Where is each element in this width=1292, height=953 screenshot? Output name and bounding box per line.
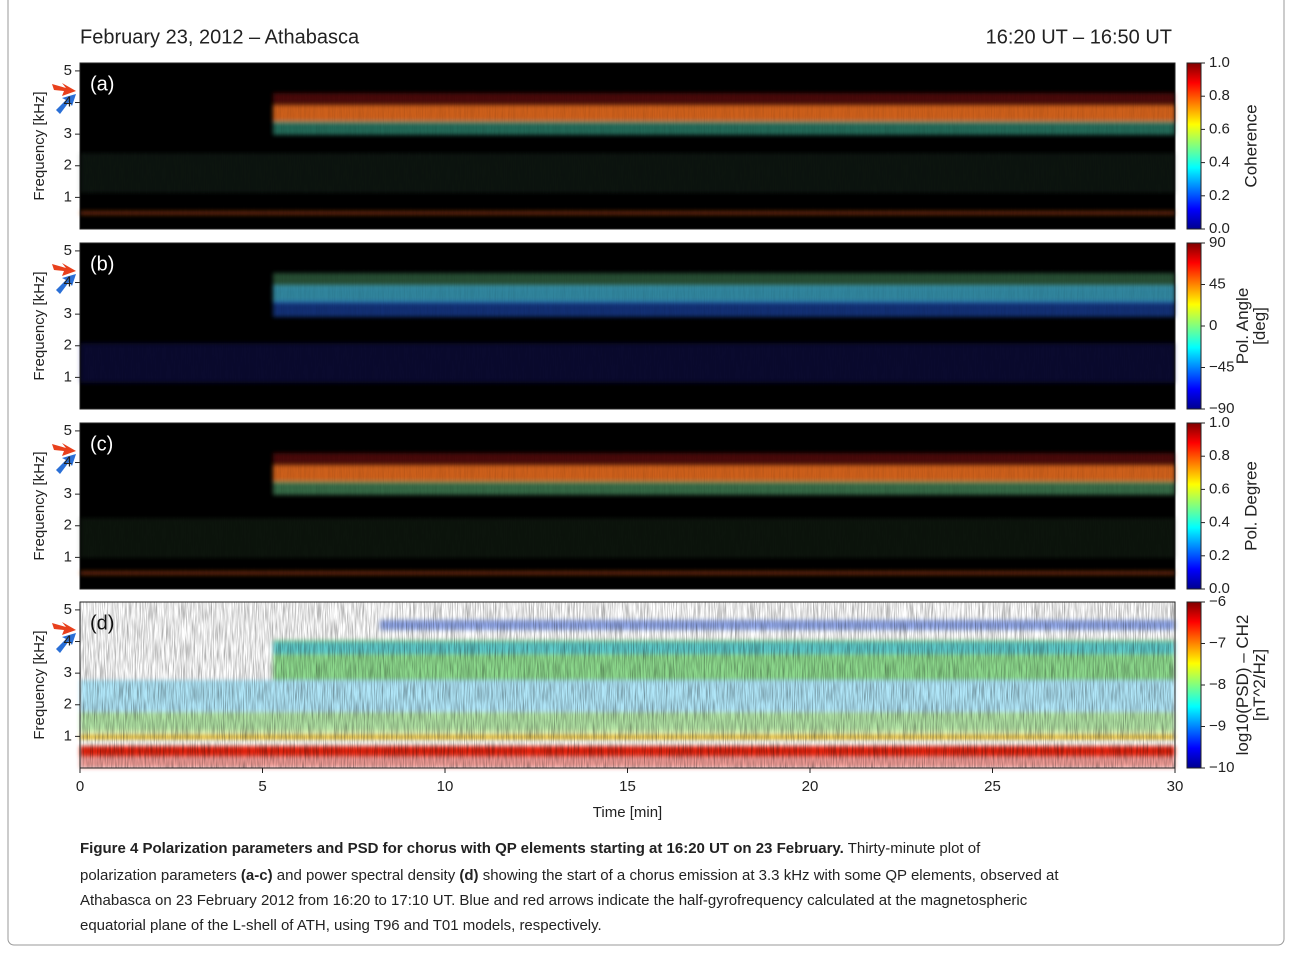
colorbar-tick-label: 0.6 bbox=[1209, 480, 1230, 497]
colorbar-tick-label: 0.4 bbox=[1209, 154, 1230, 171]
y-tick-label: 3 bbox=[64, 485, 72, 502]
x-tick-label: 25 bbox=[984, 778, 1001, 795]
colorbar-label: Coherence bbox=[1241, 104, 1260, 187]
plot-frame bbox=[79, 62, 1176, 230]
colorbar-tick-label: 45 bbox=[1209, 275, 1226, 292]
panel-b-image bbox=[80, 243, 1175, 409]
caption-line: Figure 4 Polarization parameters and PSD… bbox=[80, 840, 981, 857]
caption-line: Athabasca on 23 February 2012 from 16:20… bbox=[80, 892, 1028, 909]
plot-frame bbox=[79, 422, 1176, 590]
y-axis-label: Frequency [kHz] bbox=[31, 91, 48, 200]
caption-text: (a-c) bbox=[241, 867, 273, 884]
panel-d-image bbox=[80, 602, 1175, 768]
colorbar-tick-label: −10 bbox=[1209, 759, 1234, 776]
colorbar-tick-label: 0.4 bbox=[1209, 514, 1230, 531]
colorbar-tick-label: −8 bbox=[1209, 676, 1226, 693]
panel-label: (a) bbox=[90, 73, 114, 95]
colorbar-label: Pol. Angle bbox=[1233, 288, 1252, 365]
y-tick-label: 2 bbox=[64, 517, 72, 534]
y-tick-label: 4 bbox=[64, 273, 72, 290]
colorbar-label: [nT^2/Hz] bbox=[1250, 649, 1269, 721]
y-tick-label: 1 bbox=[64, 368, 72, 385]
y-tick-label: 3 bbox=[64, 125, 72, 142]
colorbar-label: [deg] bbox=[1250, 307, 1269, 345]
y-tick-label: 4 bbox=[64, 93, 72, 110]
colorbar-tick-label: 0.2 bbox=[1209, 547, 1230, 564]
plot-frame bbox=[79, 242, 1176, 410]
x-tick-label: 15 bbox=[619, 778, 636, 795]
x-tick-label: 5 bbox=[258, 778, 266, 795]
colorbar bbox=[1186, 242, 1202, 410]
x-tick-label: 30 bbox=[1167, 778, 1184, 795]
colorbar-tick-label: 0 bbox=[1209, 317, 1217, 334]
y-tick-label: 1 bbox=[64, 548, 72, 565]
colorbar-tick-label: 0.0 bbox=[1209, 220, 1230, 237]
panel-label: (b) bbox=[90, 253, 114, 275]
x-tick-label: 0 bbox=[76, 778, 84, 795]
y-tick-label: 2 bbox=[64, 696, 72, 713]
colorbar-tick-label: 0.8 bbox=[1209, 447, 1230, 464]
colorbar bbox=[1186, 62, 1202, 230]
colorbar bbox=[1186, 601, 1202, 769]
colorbar-tick-label: 0.0 bbox=[1209, 580, 1230, 597]
header-right: 16:20 UT – 16:50 UT bbox=[986, 26, 1172, 48]
figure-frame bbox=[7, 0, 1285, 946]
x-tick-label: 20 bbox=[802, 778, 819, 795]
colorbar-tick-label: −9 bbox=[1209, 717, 1226, 734]
y-tick-label: 1 bbox=[64, 727, 72, 744]
y-tick-label: 1 bbox=[64, 188, 72, 205]
caption-text: showing the start of a chorus emission a… bbox=[479, 867, 1060, 884]
colorbar-tick-label: −90 bbox=[1209, 400, 1234, 417]
x-tick-label: 10 bbox=[437, 778, 454, 795]
panel-label: (c) bbox=[90, 433, 113, 455]
x-axis-label: Time [min] bbox=[593, 804, 662, 821]
colorbar-tick-label: −6 bbox=[1209, 593, 1226, 610]
caption-text: (d) bbox=[459, 867, 478, 884]
y-tick-label: 3 bbox=[64, 664, 72, 681]
y-tick-label: 3 bbox=[64, 305, 72, 322]
panel-a-image bbox=[80, 63, 1175, 229]
y-tick-label: 5 bbox=[64, 422, 72, 439]
colorbar-tick-label: 1.0 bbox=[1209, 414, 1230, 431]
caption-text: Figure 4 Polarization parameters and PSD… bbox=[80, 840, 844, 857]
y-axis-label: Frequency [kHz] bbox=[31, 630, 48, 739]
colorbar-label: Pol. Degree bbox=[1241, 461, 1260, 551]
panel-c-image bbox=[80, 423, 1175, 589]
caption-text: and power spectral density bbox=[273, 867, 460, 884]
caption-line: polarization parameters (a-c) and power … bbox=[80, 867, 1059, 884]
header-left: February 23, 2012 – Athabasca bbox=[80, 26, 360, 48]
y-tick-label: 4 bbox=[64, 632, 72, 649]
caption-text: polarization parameters bbox=[80, 867, 241, 884]
caption-text: Thirty-minute plot of bbox=[844, 840, 981, 857]
y-tick-label: 5 bbox=[64, 242, 72, 259]
colorbar-label: log10(PSD) – CH2 bbox=[1233, 615, 1252, 756]
panel-label: (d) bbox=[90, 612, 114, 634]
colorbar-tick-label: −45 bbox=[1209, 358, 1234, 375]
caption-text: equatorial plane of the L-shell of ATH, … bbox=[80, 917, 602, 934]
y-tick-label: 2 bbox=[64, 337, 72, 354]
y-tick-label: 4 bbox=[64, 453, 72, 470]
caption-line: equatorial plane of the L-shell of ATH, … bbox=[80, 917, 602, 934]
y-tick-label: 5 bbox=[64, 62, 72, 79]
y-axis-label: Frequency [kHz] bbox=[31, 451, 48, 560]
colorbar-tick-label: 0.2 bbox=[1209, 187, 1230, 204]
colorbar bbox=[1186, 422, 1202, 590]
y-axis-label: Frequency [kHz] bbox=[31, 271, 48, 380]
y-tick-label: 5 bbox=[64, 601, 72, 618]
colorbar-tick-label: −7 bbox=[1209, 634, 1226, 651]
colorbar-tick-label: 0.8 bbox=[1209, 87, 1230, 104]
y-tick-label: 2 bbox=[64, 157, 72, 174]
colorbar-tick-label: 0.6 bbox=[1209, 120, 1230, 137]
colorbar-tick-label: 1.0 bbox=[1209, 54, 1230, 71]
colorbar-tick-label: 90 bbox=[1209, 234, 1226, 251]
caption-text: Athabasca on 23 February 2012 from 16:20… bbox=[80, 892, 1028, 909]
